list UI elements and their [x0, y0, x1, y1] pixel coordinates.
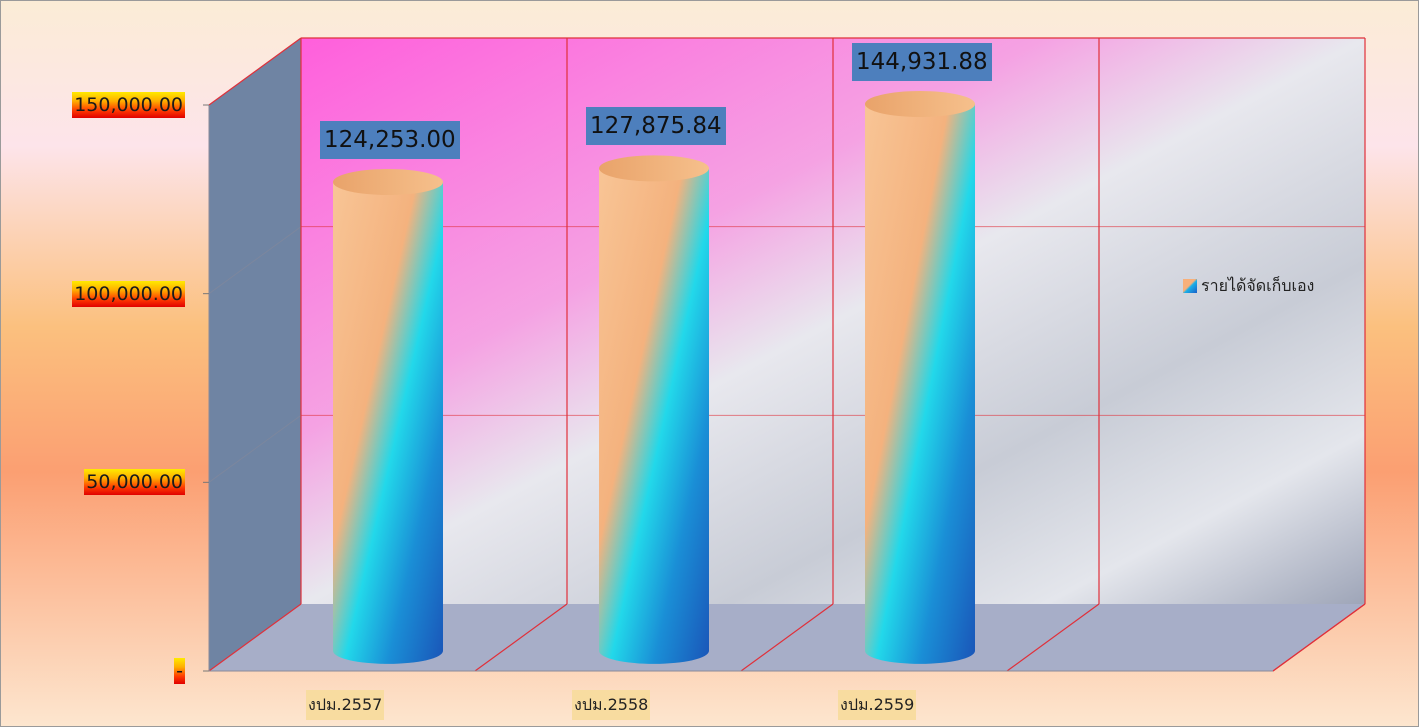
- data-label-1: 127,875.84: [586, 107, 726, 146]
- gridline-floor-2: [740, 603, 834, 672]
- x-tick-label-1: งปม.2558: [572, 690, 651, 720]
- y-tick-label-1: 50,000.00: [84, 469, 185, 496]
- legend-label: รายได้จัดเก็บเอง: [1201, 276, 1315, 295]
- bar-2: [865, 104, 975, 664]
- data-label-2: 144,931.88: [852, 43, 992, 82]
- side-wall: [209, 38, 301, 671]
- y-tick-label-2: 100,000.00: [72, 280, 185, 307]
- y-tick-label-0: -: [174, 658, 185, 684]
- floor-right-edge: [1272, 603, 1366, 672]
- x-tick-label-2: งปม.2559: [838, 690, 917, 720]
- bar-top-2: [865, 91, 975, 118]
- gridline-floor-0: [208, 603, 302, 672]
- bar-1: [599, 168, 709, 664]
- x-tick-label-0: งปม.2557: [306, 690, 385, 720]
- plot-area: [203, 37, 1366, 672]
- y-tick-label-3: 150,000.00: [72, 92, 185, 118]
- bar-top-0: [333, 169, 443, 196]
- legend-swatch: [1183, 279, 1197, 293]
- gridline-side-2: [208, 226, 302, 295]
- bar-top-1: [599, 155, 709, 182]
- legend: รายได้จัดเก็บเอง: [1183, 275, 1314, 297]
- gridline-floor-3: [1006, 603, 1100, 672]
- side-wall-top-edge: [208, 37, 302, 106]
- gridline-floor-1: [474, 603, 568, 672]
- gridline-side-1: [208, 414, 302, 483]
- data-label-0: 124,253.00: [320, 121, 460, 160]
- bar-0: [333, 182, 443, 664]
